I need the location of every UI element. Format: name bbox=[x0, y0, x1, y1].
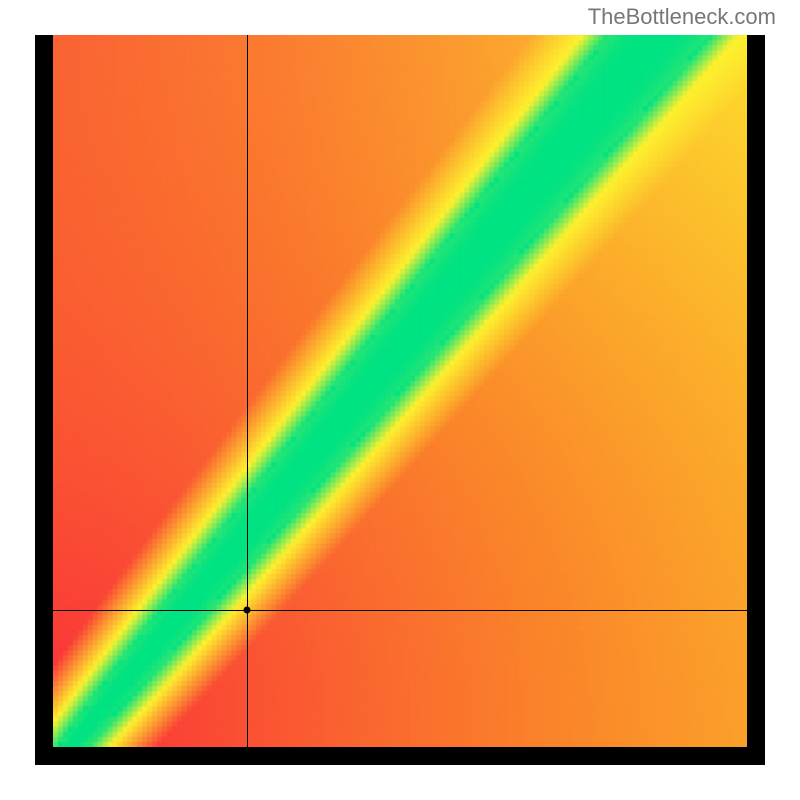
heatmap-canvas bbox=[53, 35, 747, 747]
data-point-marker bbox=[244, 607, 251, 614]
plot-inner-area bbox=[53, 35, 747, 747]
crosshair-vertical bbox=[247, 35, 248, 747]
watermark-text: TheBottleneck.com bbox=[588, 4, 776, 30]
crosshair-horizontal bbox=[53, 610, 747, 611]
plot-outer-frame bbox=[35, 35, 765, 765]
